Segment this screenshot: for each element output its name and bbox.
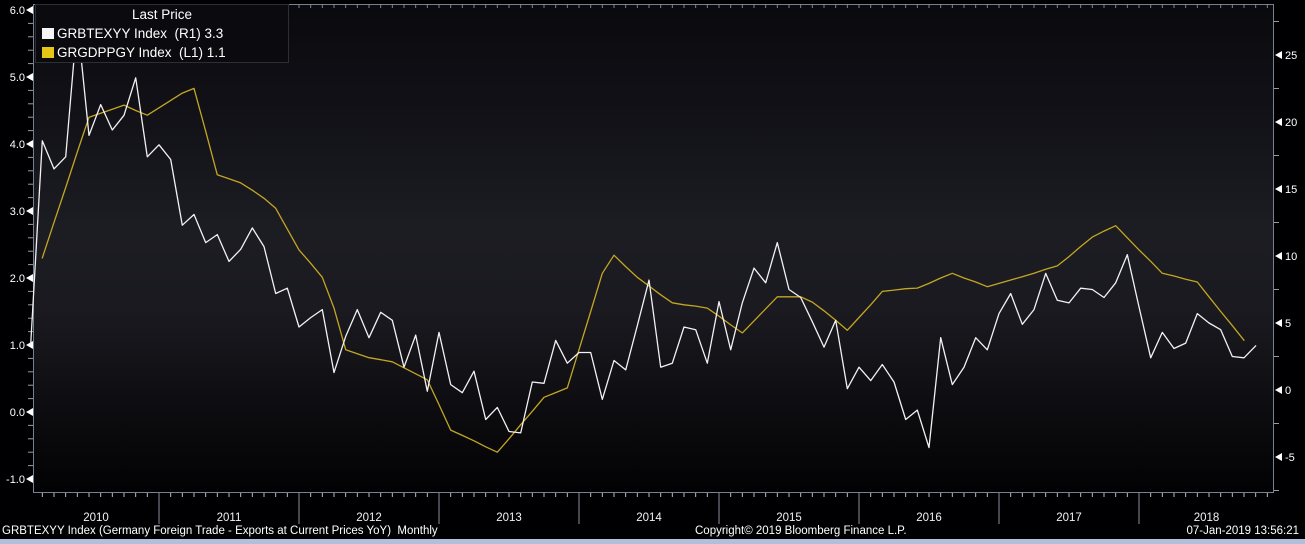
security-description: GRBTEXYY Index (Germany Foreign Trade - … — [2, 525, 438, 537]
svg-text:0: 0 — [1285, 385, 1291, 397]
series-line-grbtexyy — [30, 19, 1257, 449]
svg-text:2010: 2010 — [83, 512, 109, 524]
svg-text:-5: -5 — [1285, 452, 1295, 464]
legend-item-grbtexyy[interactable]: GRBTEXYY Index (R1) 3.3 — [36, 24, 288, 43]
svg-text:2014: 2014 — [636, 512, 662, 524]
axis-ticks — [41, 4, 1268, 497]
series-swatch-white-icon — [42, 27, 54, 39]
svg-text:2015: 2015 — [776, 512, 802, 524]
plot-area[interactable] — [33, 4, 1274, 493]
svg-text:2017: 2017 — [1056, 512, 1082, 524]
svg-text:2018: 2018 — [1194, 512, 1220, 524]
right-axis: 25 20 15 10 5 0 -5 — [1274, 21, 1297, 491]
copyright-text: Copyright© 2019 Bloomberg Finance L.P. — [695, 525, 907, 537]
legend-title: Last Price — [131, 7, 193, 22]
svg-text:10: 10 — [1285, 251, 1297, 263]
svg-text:2011: 2011 — [217, 512, 242, 524]
svg-text:5: 5 — [1285, 318, 1291, 330]
x-axis-year-labels: 2010 2011 2012 2013 2014 2015 2016 2017 2018 — [83, 493, 1219, 524]
timestamp: 07-Jan-2019 13:56:21 — [1186, 525, 1299, 537]
series-swatch-yellow-icon — [42, 46, 54, 58]
legend-label: GRGDPPGY Index (L1) 1.1 — [57, 44, 226, 60]
chart-legend[interactable]: Last Price GRBTEXYY Index (R1) 3.3 GRGDP… — [35, 4, 289, 63]
svg-text:20: 20 — [1285, 117, 1297, 129]
svg-text:2012: 2012 — [356, 512, 382, 524]
svg-text:2013: 2013 — [496, 512, 522, 524]
legend-label: GRBTEXYY Index (R1) 3.3 — [57, 25, 224, 41]
svg-text:15: 15 — [1285, 184, 1297, 196]
svg-text:6.0: 6.0 — [10, 5, 25, 17]
svg-text:3.0: 3.0 — [10, 206, 25, 218]
svg-text:25: 25 — [1285, 50, 1297, 62]
svg-text:0.0: 0.0 — [10, 407, 25, 419]
legend-item-grgdppgy[interactable]: GRGDPPGY Index (L1) 1.1 — [36, 43, 288, 62]
svg-text:4.0: 4.0 — [10, 139, 25, 151]
chart-footer: GRBTEXYY Index (Germany Foreign Trade - … — [0, 525, 1305, 540]
svg-text:1.0: 1.0 — [10, 340, 25, 352]
svg-text:2016: 2016 — [916, 512, 942, 524]
svg-text:5.0: 5.0 — [10, 72, 25, 84]
panel-bottom-strip — [0, 539, 1305, 544]
svg-text:-1.0: -1.0 — [6, 474, 25, 486]
svg-text:2.0: 2.0 — [10, 273, 25, 285]
left-axis: 6.0 5.0 4.0 3.0 2.0 1.0 0.0 -1.0 — [6, 5, 33, 486]
series-line-grgdppgy — [41, 87, 1245, 453]
